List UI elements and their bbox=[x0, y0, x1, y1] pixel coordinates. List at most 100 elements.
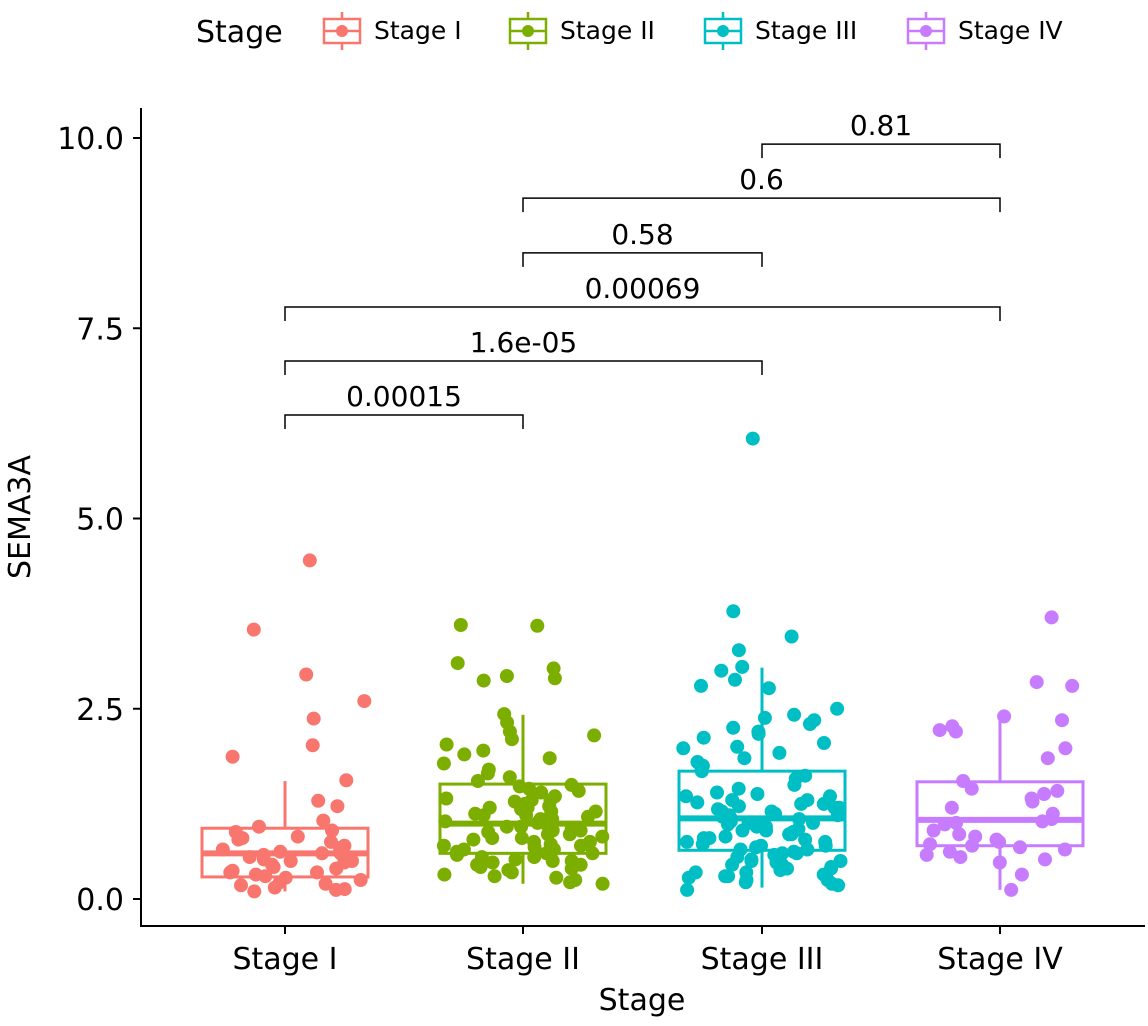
data-point bbox=[724, 812, 739, 827]
data-point bbox=[252, 819, 266, 834]
data-point bbox=[258, 869, 273, 884]
data-point bbox=[485, 831, 500, 846]
data-point bbox=[751, 726, 766, 741]
data-point bbox=[730, 739, 745, 754]
data-point bbox=[1025, 794, 1040, 809]
data-point bbox=[339, 773, 354, 788]
data-point bbox=[992, 855, 1007, 870]
data-point bbox=[530, 618, 545, 633]
data-point bbox=[1004, 882, 1019, 897]
legend-item: Stage II bbox=[508, 12, 655, 50]
data-point bbox=[542, 751, 557, 766]
data-point bbox=[1035, 814, 1050, 829]
data-point bbox=[782, 827, 797, 842]
data-point bbox=[688, 865, 703, 880]
data-point bbox=[310, 865, 324, 880]
data-point bbox=[964, 781, 979, 796]
data-point bbox=[436, 838, 451, 853]
data-point bbox=[744, 854, 759, 868]
bracket-line bbox=[284, 414, 524, 430]
data-point bbox=[948, 724, 963, 739]
legend-item: Stage III bbox=[703, 12, 857, 50]
data-point bbox=[487, 869, 502, 884]
comparison-bracket: 0.00069 bbox=[284, 272, 1001, 321]
x-axis-label: Stage bbox=[599, 983, 686, 1018]
data-point bbox=[831, 878, 846, 893]
data-point bbox=[587, 728, 602, 743]
legend-key-point bbox=[920, 25, 932, 37]
data-point bbox=[290, 829, 305, 844]
legend-key-point bbox=[336, 25, 348, 37]
data-point bbox=[231, 832, 246, 847]
data-point bbox=[439, 791, 454, 806]
data-point bbox=[794, 796, 809, 811]
y-tick-label: 5.0 bbox=[76, 503, 124, 538]
data-point bbox=[530, 815, 545, 830]
p-value-label: 0.6 bbox=[739, 163, 784, 196]
data-point bbox=[789, 846, 804, 861]
data-point bbox=[818, 834, 833, 849]
data-point bbox=[726, 604, 741, 619]
p-value-label: 0.58 bbox=[611, 218, 673, 251]
data-point bbox=[571, 783, 586, 798]
comparison-bracket: 0.00015 bbox=[284, 380, 524, 430]
data-point bbox=[725, 857, 740, 872]
data-point bbox=[817, 736, 831, 750]
data-point bbox=[283, 854, 298, 868]
legend-key-point bbox=[522, 25, 534, 37]
data-point bbox=[772, 745, 787, 760]
data-point bbox=[1014, 867, 1029, 882]
bracket-line bbox=[522, 252, 763, 267]
data-point bbox=[926, 823, 941, 838]
data-point bbox=[1037, 787, 1052, 801]
data-point bbox=[694, 764, 709, 779]
data-point bbox=[1040, 751, 1055, 766]
data-point bbox=[562, 827, 577, 842]
data-point bbox=[731, 799, 746, 814]
data-point bbox=[735, 659, 750, 674]
data-point bbox=[499, 669, 514, 683]
bracket-line bbox=[284, 306, 1001, 321]
data-point bbox=[437, 867, 452, 882]
data-point bbox=[694, 678, 708, 693]
data-point bbox=[273, 844, 288, 859]
data-point bbox=[690, 795, 705, 810]
data-point bbox=[806, 815, 820, 830]
data-point bbox=[246, 622, 261, 637]
data-point bbox=[470, 857, 485, 872]
comparison-bracket: 0.58 bbox=[522, 218, 763, 267]
data-point bbox=[679, 789, 693, 804]
data-point bbox=[923, 837, 937, 852]
data-point bbox=[476, 673, 491, 688]
data-point bbox=[329, 882, 343, 897]
data-point bbox=[564, 861, 579, 876]
y-tick-label: 2.5 bbox=[76, 693, 124, 728]
legend: Stage Stage I Stage II Stage III Stage IV bbox=[196, 12, 1063, 50]
data-point bbox=[223, 865, 238, 880]
p-value-label: 0.00015 bbox=[346, 380, 462, 413]
data-point bbox=[749, 819, 764, 834]
data-point bbox=[816, 796, 831, 811]
data-point bbox=[267, 880, 282, 895]
data-point bbox=[527, 840, 542, 855]
data-point bbox=[833, 854, 848, 868]
data-point bbox=[787, 707, 802, 722]
data-point bbox=[731, 643, 746, 658]
data-point bbox=[830, 701, 845, 716]
data-point bbox=[549, 870, 564, 885]
data-point bbox=[499, 819, 514, 834]
data-point bbox=[466, 832, 481, 847]
data-point bbox=[544, 804, 559, 819]
data-point bbox=[1065, 678, 1080, 693]
comparison-bracket: 1.6e-05 bbox=[284, 326, 763, 375]
data-point bbox=[952, 827, 967, 842]
y-tick-label: 7.5 bbox=[76, 312, 124, 347]
x-tick-label: Stage I bbox=[232, 942, 337, 977]
data-point bbox=[942, 844, 957, 859]
comparison-bracket: 0.81 bbox=[761, 109, 1001, 159]
data-point bbox=[750, 787, 765, 801]
data-point bbox=[547, 671, 562, 686]
data-point bbox=[573, 823, 588, 838]
data-point bbox=[453, 618, 468, 632]
data-point bbox=[502, 770, 517, 785]
